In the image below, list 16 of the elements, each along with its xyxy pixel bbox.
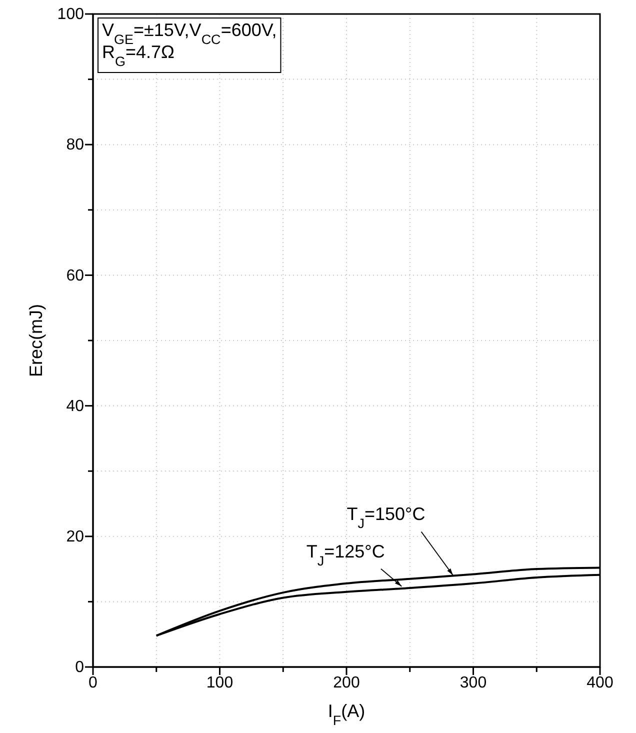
y-tick-label: 0: [75, 659, 84, 676]
y-axis-title: Erec(mJ): [26, 304, 46, 377]
annotation: T$_{J}$=150°C: [346, 504, 426, 531]
x-tick-label: 400: [586, 674, 614, 692]
y-tick-label: 20: [66, 528, 84, 546]
y-tick-label: 80: [66, 136, 84, 154]
annotation: T$_{J}$=125°C: [306, 541, 385, 568]
x-axis-title: I$_{F}$(A): [328, 701, 366, 728]
y-tick-label: 40: [66, 398, 84, 415]
y-tick-label: 100: [57, 6, 84, 24]
x-tick-label: 0: [88, 674, 98, 692]
x-tick-label: 100: [206, 674, 234, 692]
y-tick-label: 60: [66, 267, 84, 284]
x-tick-label: 300: [460, 674, 487, 692]
x-tick-label: 200: [333, 674, 360, 692]
text: V$_{GE}$=±15V,V$_{CC}$=600V, R$_{G}$=4.7Ω: [102, 20, 277, 68]
